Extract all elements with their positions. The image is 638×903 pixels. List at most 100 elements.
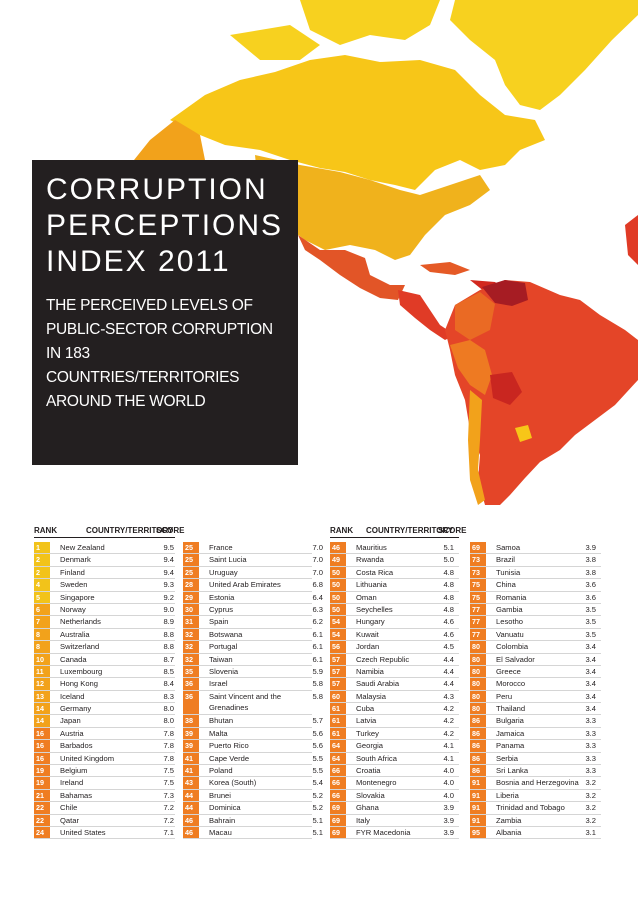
- table-row: 19 Ireland 7.5: [34, 777, 175, 790]
- score-cell: 6.4: [312, 592, 323, 602]
- score-cell: 7.5: [163, 766, 174, 776]
- rank-cell: 80: [470, 690, 486, 703]
- table-row: 32 Botswana 6.1: [183, 628, 323, 642]
- header-rank: RANK: [34, 526, 58, 535]
- table-row: 41 Poland 5.5: [183, 765, 323, 778]
- table-row: 86 Bulgaria 3.3: [470, 715, 601, 728]
- country-cell: Switzerland: [60, 642, 100, 652]
- title-box: CORRUPTION PERCEPTIONS INDEX 2011 THE PE…: [32, 160, 298, 465]
- rank-cell: 25: [183, 554, 199, 566]
- score-cell: 4.5: [443, 642, 454, 652]
- rank-cell: 32: [183, 641, 199, 653]
- score-cell: 4.0: [443, 778, 454, 788]
- rank-cell: 57: [330, 665, 346, 678]
- table-row: 6 Norway 9.0: [34, 603, 175, 617]
- rank-cell: 7: [34, 616, 50, 628]
- country-cell: Hong Kong: [60, 679, 98, 689]
- rank-cell: 13: [34, 690, 50, 703]
- score-cell: 4.8: [443, 604, 454, 614]
- country-cell: United Kingdom: [60, 753, 115, 763]
- country-cell: Qatar: [60, 815, 79, 825]
- country-cell: Colombia: [496, 642, 529, 652]
- score-cell: 8.8: [163, 629, 174, 639]
- table-row: 75 China 3.6: [470, 579, 601, 592]
- score-cell: 3.5: [585, 617, 596, 627]
- country-cell: Croatia: [356, 766, 381, 776]
- table-row: 8 Australia 8.8: [34, 628, 175, 642]
- table-row: 66 Montenegro 4.0: [330, 777, 459, 790]
- subtitle-line: PUBLIC-SECTOR CORRUPTION: [46, 321, 273, 338]
- rank-cell: 22: [34, 814, 50, 826]
- table-row: 56 Jordan 4.5: [330, 641, 459, 654]
- bolivia-shape: [490, 372, 522, 405]
- rank-cell: 21: [34, 789, 50, 802]
- table-row: 24 United States 7.1: [34, 826, 175, 840]
- country-cell: Japan: [60, 716, 81, 726]
- country-cell: Greece: [496, 666, 521, 676]
- score-cell: 4.6: [443, 617, 454, 627]
- score-cell: 7.3: [163, 790, 174, 800]
- table-row: 35 Slovenia 5.9: [183, 665, 323, 679]
- country-cell: New Zealand: [60, 543, 105, 552]
- score-cell: 9.2: [163, 592, 174, 602]
- rank-cell: 11: [34, 665, 50, 678]
- country-cell: Poland: [209, 766, 233, 776]
- caribbean-shape: [420, 262, 470, 275]
- table-row: 44 Dominica 5.2: [183, 802, 323, 815]
- score-cell: 5.1: [312, 828, 323, 837]
- subtitle-line: THE PERCEIVED LEVELS OF: [46, 297, 253, 314]
- rank-cell: 77: [470, 628, 486, 641]
- ranking-column-3: 46 Mauritius 5.1 49 Rwanda 5.0 50 Costa Rica 4.8…: [330, 542, 459, 840]
- table-row: 69 Italy 3.9: [330, 814, 459, 827]
- country-cell: Vanuatu: [496, 629, 524, 639]
- country-cell: Germany: [60, 704, 92, 714]
- country-cell: Trinidad and Tobago: [496, 803, 565, 813]
- rank-cell: 64: [330, 740, 346, 752]
- header-country: COUNTRY/TERRITORY: [86, 526, 174, 535]
- score-cell: 4.4: [443, 666, 454, 676]
- score-cell: 4.8: [443, 580, 454, 590]
- table-row: 80 Colombia 3.4: [470, 641, 601, 654]
- country-cell: Tunisia: [496, 567, 521, 577]
- score-cell: 7.0: [312, 543, 323, 552]
- country-cell: Botswana: [209, 629, 243, 639]
- score-cell: 8.3: [163, 691, 174, 701]
- country-cell: Bosnia and Herzegovina: [496, 778, 579, 788]
- rank-cell: 31: [183, 616, 199, 628]
- score-cell: 4.2: [443, 716, 454, 726]
- score-cell: 5.8: [312, 679, 323, 689]
- country-cell: Gambia: [496, 604, 523, 614]
- score-cell: 4.8: [443, 592, 454, 602]
- greenland-shape: [450, 0, 638, 110]
- rank-cell: 69: [330, 814, 346, 826]
- country-cell: Brazil: [496, 555, 515, 565]
- table-row: 64 Georgia 4.1: [330, 740, 459, 753]
- table-row: 60 Malaysia 4.3: [330, 690, 459, 704]
- score-cell: 8.0: [163, 716, 174, 726]
- country-cell: Panama: [496, 741, 525, 751]
- country-cell: El Salvador: [496, 654, 535, 664]
- country-cell: Saudi Arabia: [356, 679, 400, 689]
- score-cell: 7.8: [163, 753, 174, 763]
- rank-cell: 86: [470, 765, 486, 777]
- rank-cell: 80: [470, 665, 486, 678]
- table-row: 46 Bahrain 5.1: [183, 814, 323, 827]
- country-cell: Lithuania: [356, 580, 387, 590]
- score-cell: 4.6: [443, 629, 454, 639]
- country-cell: Hungary: [356, 617, 385, 627]
- peru-shape: [450, 340, 492, 395]
- table-row: 77 Lesotho 3.5: [470, 616, 601, 629]
- rank-cell: 5: [34, 591, 50, 603]
- rank-cell: 50: [330, 603, 346, 616]
- country-cell: Thailand: [496, 704, 526, 714]
- score-cell: 7.5: [163, 778, 174, 788]
- score-cell: 6.8: [312, 580, 323, 590]
- rank-cell: 28: [183, 579, 199, 591]
- country-cell: Finland: [60, 567, 85, 577]
- score-cell: 4.3: [443, 691, 454, 701]
- rank-cell: 43: [183, 777, 199, 789]
- score-cell: 9.4: [163, 567, 174, 577]
- rank-cell: 50: [330, 579, 346, 591]
- score-cell: 3.4: [585, 704, 596, 714]
- table-row: 25 Uruguay 7.0: [183, 566, 323, 580]
